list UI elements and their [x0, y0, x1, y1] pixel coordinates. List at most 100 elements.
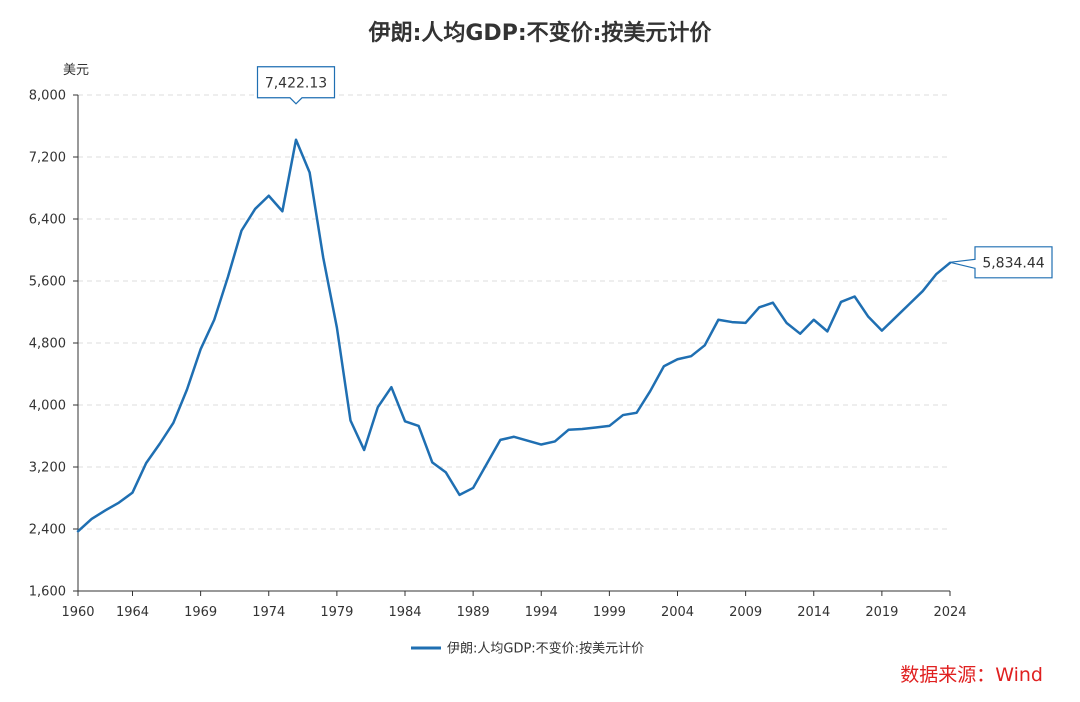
x-tick-label: 1989	[457, 605, 490, 620]
value-callout: 5,834.44	[949, 246, 1053, 279]
data-point	[431, 461, 434, 464]
callout-box	[949, 246, 1053, 279]
data-point	[131, 491, 134, 494]
callout-label: 7,422.13	[265, 75, 327, 91]
data-point	[513, 435, 516, 438]
data-point	[840, 300, 843, 303]
data-point	[731, 321, 734, 324]
x-tick-label: 1964	[116, 605, 149, 620]
x-tick-label: 1984	[388, 605, 421, 620]
data-point	[771, 301, 774, 304]
x-tick-label: 2004	[661, 605, 694, 620]
data-point	[213, 318, 216, 321]
data-point	[758, 306, 761, 309]
data-point	[935, 273, 938, 276]
data-point	[240, 229, 243, 232]
data-point	[404, 420, 407, 423]
data-point	[349, 419, 352, 422]
callout-box	[256, 66, 336, 105]
data-point	[594, 426, 597, 429]
data-point	[867, 315, 870, 318]
data-point	[444, 471, 447, 474]
data-point	[921, 290, 924, 293]
data-point	[662, 365, 665, 368]
data-point	[267, 194, 270, 197]
x-tick-label: 2019	[865, 605, 898, 620]
data-point	[145, 462, 148, 465]
axes: 1,600 2,400 3,200 4,000 4,800 5,600 6,400 7,200…	[29, 89, 967, 621]
legend[interactable]: 伊朗:人均GDP:不变价:按美元计价	[411, 641, 644, 657]
data-point	[90, 517, 93, 520]
x-tick-label: 2014	[797, 605, 830, 620]
data-point	[553, 440, 556, 443]
data-source: 数据来源：Wind	[900, 664, 1043, 686]
x-tick-label: 2024	[933, 605, 966, 620]
data-point	[295, 138, 298, 141]
data-point	[703, 344, 706, 347]
data-point	[608, 424, 611, 427]
data-point	[104, 509, 107, 512]
data-point	[199, 348, 202, 351]
data-point	[485, 462, 488, 465]
data-point	[458, 493, 461, 496]
data-point	[635, 411, 638, 414]
x-tick-label: 1999	[593, 605, 626, 620]
data-point	[254, 207, 257, 210]
data-point	[540, 443, 543, 446]
data-point	[390, 386, 393, 389]
y-tick-label: 8,000	[29, 89, 66, 104]
data-point	[853, 295, 856, 298]
callout-label: 5,834.44	[982, 255, 1044, 271]
data-point	[376, 406, 379, 409]
data-point	[186, 388, 189, 391]
y-tick-label: 5,600	[29, 275, 66, 290]
data-point	[526, 439, 529, 442]
annotations: 7,422.13 5,834.44	[256, 66, 1053, 279]
chart-title: 伊朗:人均GDP:不变价:按美元计价	[368, 20, 713, 46]
series-line	[76, 138, 952, 533]
data-point	[894, 316, 897, 319]
data-point	[690, 355, 693, 358]
y-tick-label: 4,800	[29, 337, 66, 352]
data-point	[567, 428, 570, 431]
y-tick-label: 3,200	[29, 461, 66, 476]
y-tick-label: 7,200	[29, 151, 66, 166]
data-point	[676, 358, 679, 361]
value-callout: 7,422.13	[256, 66, 336, 105]
data-point	[499, 438, 502, 441]
data-point	[363, 448, 366, 451]
data-point	[417, 424, 420, 427]
x-tick-label: 1979	[320, 605, 353, 620]
data-point	[744, 321, 747, 324]
data-point	[472, 486, 475, 489]
data-point	[785, 321, 788, 324]
data-point	[281, 210, 284, 213]
x-tick-label: 1974	[252, 605, 285, 620]
data-point	[226, 276, 229, 279]
data-point	[812, 318, 815, 321]
x-tick-label: 2009	[729, 605, 762, 620]
y-tick-label: 2,400	[29, 523, 66, 538]
y-axis-unit-label: 美元	[63, 63, 89, 78]
data-point	[717, 318, 720, 321]
data-point	[158, 442, 161, 445]
data-point	[908, 303, 911, 306]
legend-label: 伊朗:人均GDP:不变价:按美元计价	[447, 641, 644, 657]
data-point	[117, 501, 120, 504]
y-tick-label: 1,600	[29, 585, 66, 600]
data-point	[172, 421, 175, 424]
data-point	[622, 414, 625, 417]
data-point	[799, 332, 802, 335]
x-tick-label: 1994	[525, 605, 558, 620]
y-tick-label: 4,000	[29, 399, 66, 414]
data-point	[826, 330, 829, 333]
data-point	[308, 171, 311, 174]
x-tick-label: 1969	[184, 605, 217, 620]
data-point	[880, 329, 883, 332]
data-point	[649, 390, 652, 393]
y-tick-label: 6,400	[29, 213, 66, 228]
data-point	[322, 256, 325, 259]
data-point	[335, 326, 338, 329]
data-point	[581, 428, 584, 431]
